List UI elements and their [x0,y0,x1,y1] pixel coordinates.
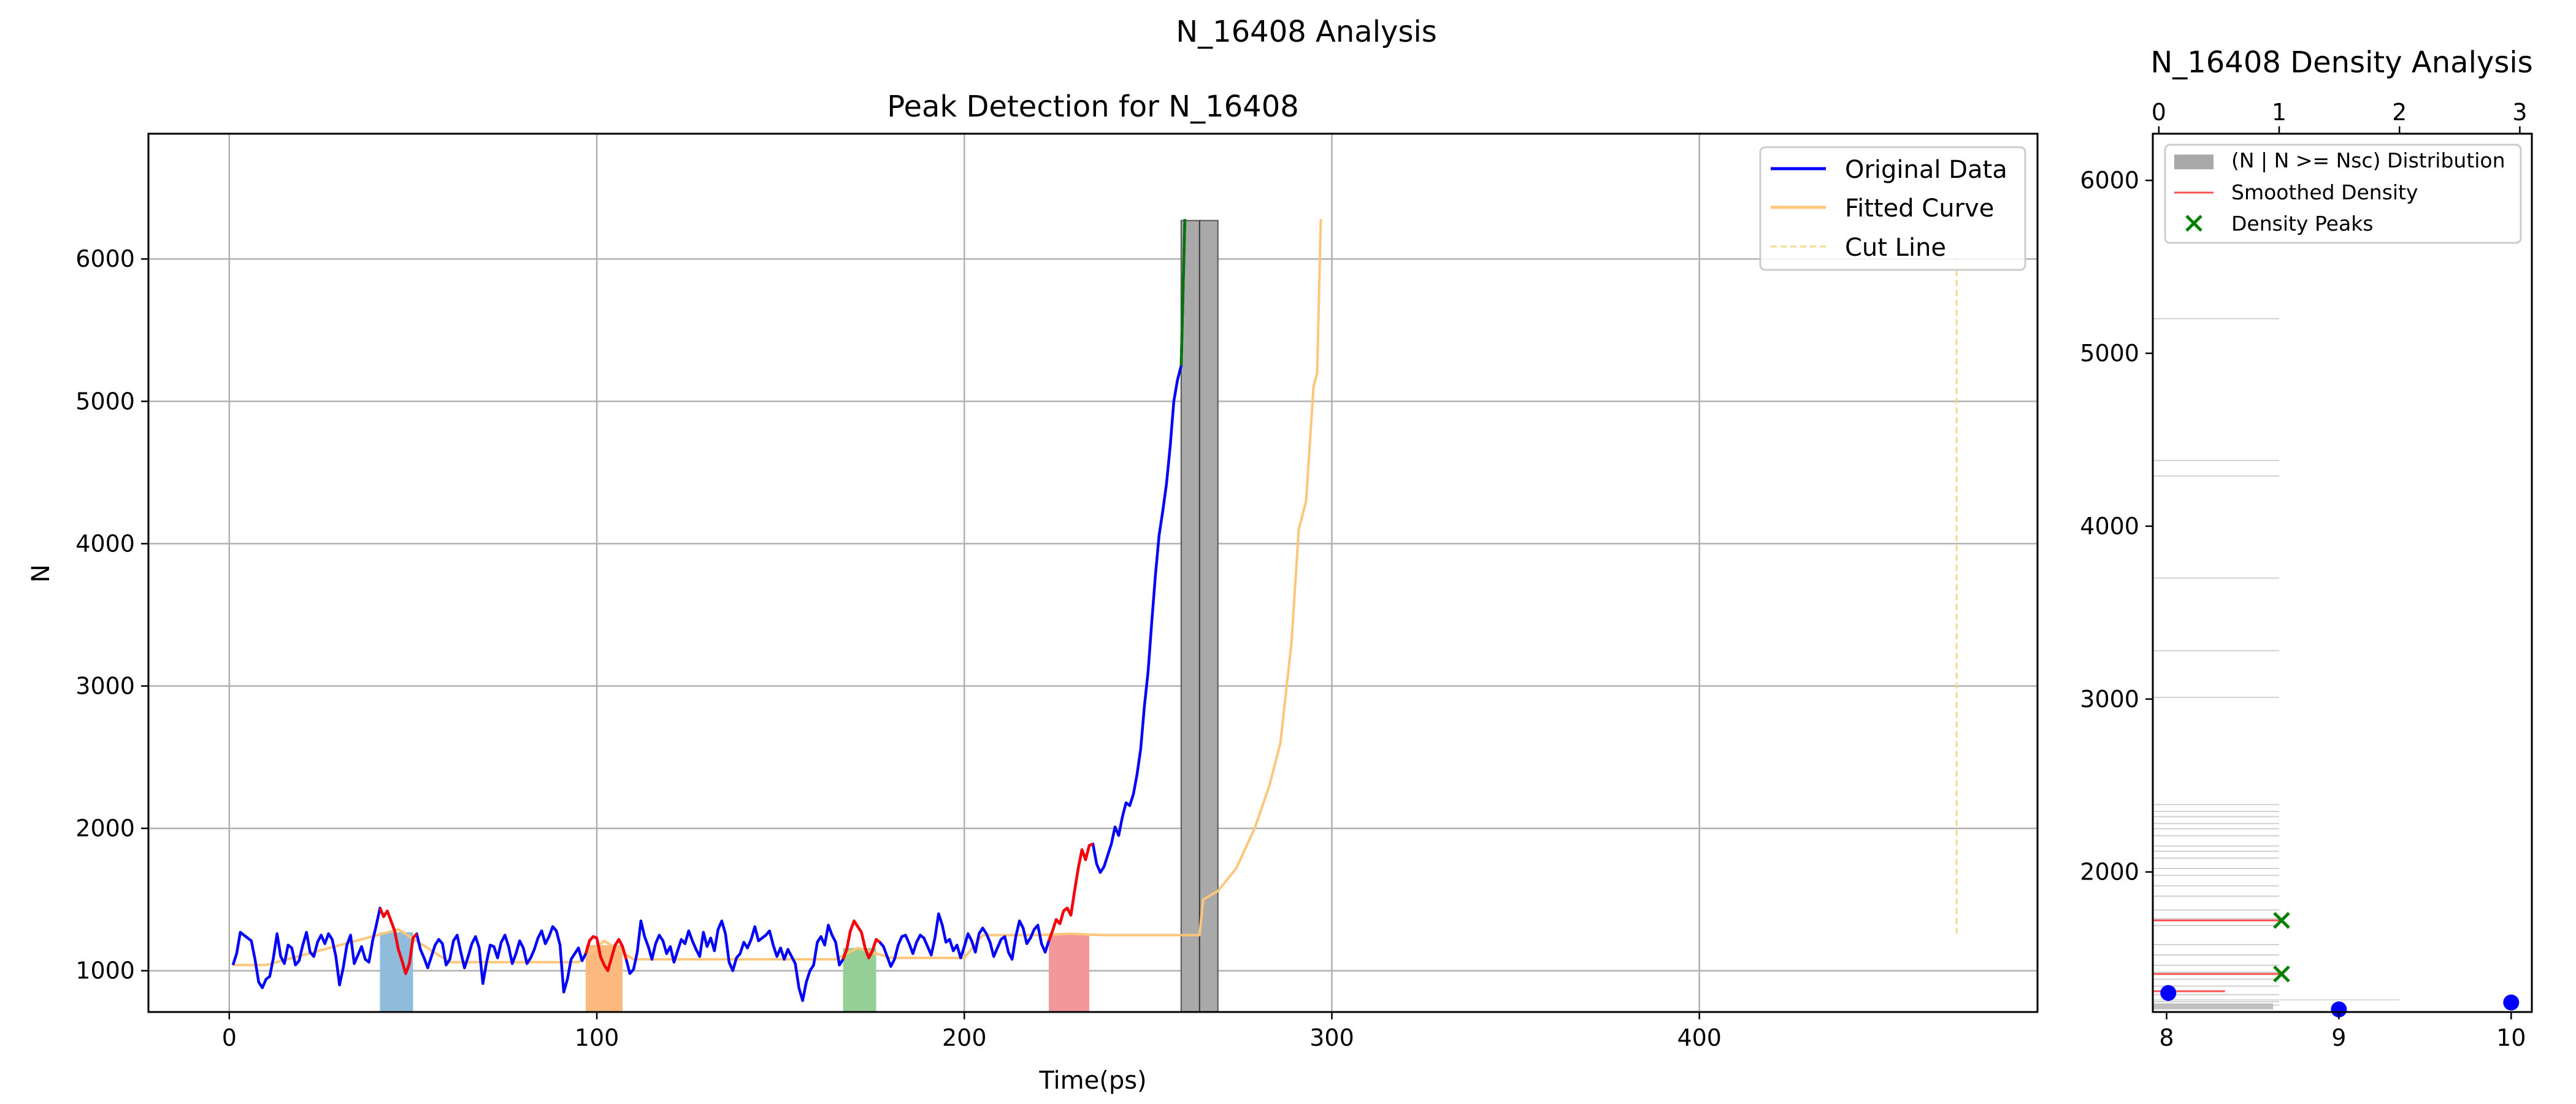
bottom-x-tick-label: 8 [2159,1024,2174,1051]
density-dot [2331,1001,2347,1018]
top-x-tick-label: 0 [2152,99,2166,126]
peak-segment [841,919,881,960]
bottom-x-tick-label: 9 [2331,1024,2346,1051]
right-legend-box [2164,144,2522,244]
top-x-tick-label: 1 [2272,99,2287,126]
right-marks [2153,318,2520,1018]
density-peak-marker [2273,911,2290,929]
x-tick-label: 400 [1677,1024,1722,1051]
y-tick-label: 2000 [75,815,135,842]
left-marks [231,219,1958,1013]
right-y-tick-label: 4000 [2080,513,2139,540]
density-peak-stroke [2273,911,2290,929]
right-y-tick-label: 5000 [2080,340,2139,367]
peak-segment [1047,843,1094,941]
legend-peaks-label: Density Peaks [2231,212,2374,236]
right-y-tick-label: 2000 [2080,859,2139,886]
peak-chart-title: Peak Detection for N_16408 [887,90,1299,124]
x-tick-label: 100 [575,1024,619,1051]
right-y-tick-label: 6000 [2080,167,2139,194]
x-tick-label: 0 [222,1024,237,1051]
y-tick-label: 6000 [75,245,135,272]
peak-segment [584,935,628,972]
rising-segment [1179,219,1187,366]
legend-smoothed-label: Smoothed Density [2231,180,2418,204]
legend-peaks-marker [2185,215,2202,232]
density-peak-marker [2273,965,2290,983]
fitted-curve [232,219,1322,967]
peak-segment [378,907,418,975]
legend-distribution-swatch [2174,155,2214,169]
figure-title: N_16408 Analysis [1176,15,1437,49]
peak-region [586,945,623,1012]
right-axis-ticks: 0 1 2 3 8 9 10 2000 3000 4000 5000 6000 [2080,99,2527,1051]
left-x-axis-label: Time(ps) [1038,1067,1146,1095]
legend-cut-label: Cut Line [1845,234,1946,262]
right-plot-frame [2152,132,2533,1013]
y-tick-label: 1000 [75,957,135,984]
density-chart-title: N_16408 Density Analysis [2150,45,2532,80]
y-tick-label: 3000 [75,673,135,700]
x-tick-label: 200 [942,1024,987,1051]
y-tick-label: 4000 [75,530,135,557]
legend-original-label: Original Data [1845,156,2007,184]
peak-region [1049,933,1090,1012]
right-y-tick-label: 3000 [2080,686,2139,713]
density-dot [2503,994,2520,1011]
top-x-tick-label: 3 [2512,99,2527,126]
top-x-tick-label: 2 [2392,99,2407,126]
y-tick-label: 5000 [75,388,135,415]
density-dot [2160,984,2177,1001]
density-peak-stroke [2273,965,2290,983]
peak-region [843,948,876,1012]
distribution-band [2153,1003,2274,1010]
left-plot-frame [147,132,2039,1013]
density-analysis-chart: N_16408 Density Analysis 0 1 2 3 8 9 10 2000 300… [2080,45,2532,1051]
x-tick-label: 300 [1309,1024,1354,1051]
bottom-x-tick-label: 10 [2496,1024,2526,1051]
left-legend: Original Data Fitted Curve Cut Line [1759,146,2026,271]
left-grid [148,134,2037,1012]
right-legend: (N | N >= Nsc) Distribution Smoothed Den… [2164,144,2522,244]
peak-detection-chart: Peak Detection for N_16408 0 100 200 300 400… [27,90,2039,1095]
left-y-axis-label: N [27,564,55,583]
legend-distribution-label: (N | N >= Nsc) Distribution [2231,148,2505,172]
legend-fitted-label: Fitted Curve [1845,194,1994,223]
left-legend-box [1759,146,2026,271]
left-axis-ticks: 0 100 200 300 400 1000 2000 3000 4000 5000 6000 [75,245,1722,1051]
